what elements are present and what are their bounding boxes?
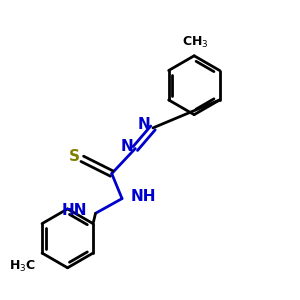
Text: NH: NH	[131, 189, 156, 204]
Text: CH$_3$: CH$_3$	[182, 35, 209, 50]
Text: N: N	[121, 139, 134, 154]
Text: S: S	[68, 149, 80, 164]
Text: N: N	[137, 118, 150, 133]
Text: HN: HN	[62, 203, 87, 218]
Text: H$_3$C: H$_3$C	[9, 259, 36, 274]
